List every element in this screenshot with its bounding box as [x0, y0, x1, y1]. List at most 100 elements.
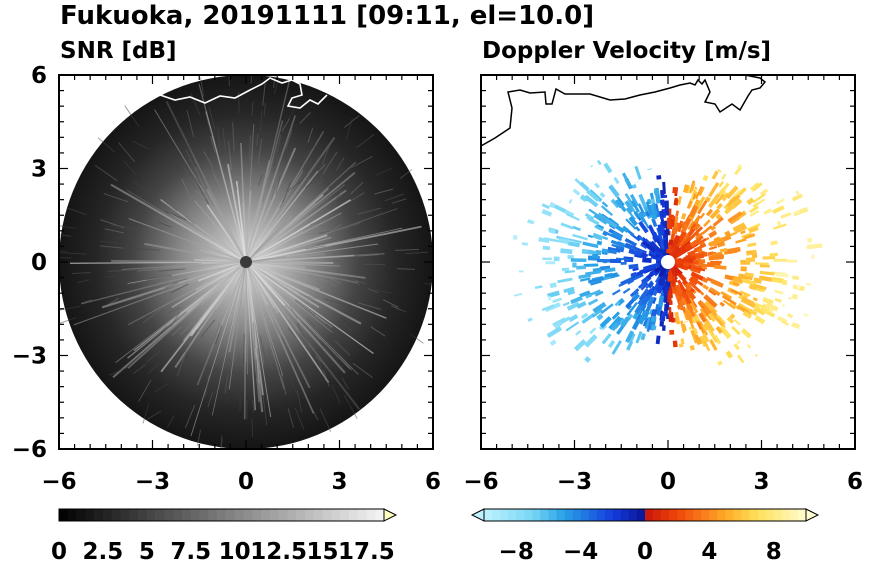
snr-speckle: [255, 359, 258, 379]
doppler-ray: [590, 289, 601, 296]
doppler-ray: [628, 263, 639, 270]
doppler-ray: [702, 332, 710, 343]
doppler-ray: [631, 313, 643, 331]
doppler-ray: [546, 326, 563, 338]
snr-speckle: [133, 364, 146, 374]
doppler-ray: [601, 333, 612, 345]
snr-speckle: [203, 151, 213, 167]
doppler-ray: [548, 228, 556, 234]
colorbar-bin: [773, 509, 783, 521]
snr-speckle: [196, 182, 210, 205]
doppler-ray: [741, 278, 757, 286]
snr-ray: [245, 234, 328, 263]
doppler-ray: [578, 273, 591, 280]
snr-speckle: [309, 178, 325, 195]
doppler-ray: [690, 275, 699, 282]
snr-speckle: [300, 331, 312, 354]
snr-rays: [59, 75, 433, 449]
snr-speckle: [340, 222, 361, 231]
doppler-ray: [688, 180, 696, 194]
doppler-ray: [590, 280, 602, 286]
snr-speckle: [340, 317, 361, 332]
snr-speckle: [289, 379, 299, 396]
doppler-ray: [752, 297, 758, 302]
doppler-ray: [786, 313, 794, 319]
colorbar-bin: [492, 509, 501, 521]
snr-speckle: [294, 407, 305, 430]
doppler-ray: [727, 211, 743, 223]
doppler-ray: [646, 299, 653, 307]
colorbar-bin: [252, 509, 262, 521]
doppler-ray: [579, 181, 590, 192]
doppler-ray: [600, 205, 614, 216]
snr-speckle: [294, 299, 316, 316]
colorbar-bin: [164, 509, 174, 521]
snr-speckle: [357, 207, 382, 215]
snr-speckle: [302, 323, 319, 338]
doppler-ray: [596, 159, 602, 166]
doppler-ray: [591, 308, 603, 318]
snr-speckle: [352, 362, 374, 379]
doppler-ray: [741, 296, 755, 304]
doppler-ray: [622, 287, 631, 294]
doppler-ray: [652, 289, 658, 296]
snr-ray: [111, 259, 247, 264]
colorbar-tick-label: 12.5: [250, 539, 307, 565]
x-tick-label: 6: [425, 469, 441, 495]
doppler-ray: [695, 231, 704, 240]
snr-panel-title: SNR [dB]: [60, 38, 177, 64]
colorbar-bin: [102, 509, 112, 521]
snr-speckle: [233, 176, 238, 190]
colorbar-bin: [296, 509, 306, 521]
doppler-plot: [481, 75, 823, 366]
doppler-ray: [659, 211, 664, 220]
snr-speckle: [308, 273, 324, 280]
snr-speckle: [170, 312, 181, 328]
snr-speckle: [357, 302, 382, 310]
doppler-ray: [562, 301, 570, 307]
snr-speckle: [373, 211, 384, 217]
snr-ray: [245, 261, 387, 319]
doppler-axis-ticks: −6 −3 0 3 6: [463, 74, 863, 495]
snr-speckle: [210, 136, 216, 153]
doppler-ray: [584, 356, 591, 363]
doppler-ray: [702, 174, 709, 182]
doppler-ray: [640, 303, 647, 312]
snr-speckle: [103, 193, 129, 203]
doppler-ray: [787, 296, 792, 300]
doppler-ray: [657, 295, 665, 307]
snr-ray: [245, 261, 301, 334]
colorbar-bin: [67, 509, 77, 521]
doppler-ray: [552, 317, 566, 327]
colorbar-tick-label: 10: [219, 539, 251, 565]
snr-speckle: [171, 326, 182, 336]
doppler-ray: [563, 286, 575, 293]
doppler-ray: [753, 305, 766, 316]
doppler-ray: [791, 193, 803, 202]
doppler-ray: [552, 297, 563, 304]
doppler-ray: [732, 278, 743, 284]
snr-speckle: [146, 410, 162, 421]
x-tick-label: −6: [41, 469, 76, 495]
snr-speckle: [287, 327, 297, 339]
snr-speckle: [261, 352, 265, 365]
snr-ray: [245, 78, 291, 263]
doppler-ray: [752, 192, 766, 204]
snr-speckle: [249, 135, 251, 161]
colorbar-bin: [269, 509, 279, 521]
colorbar-bin: [304, 509, 315, 521]
snr-speckle: [115, 295, 144, 305]
doppler-ray: [774, 289, 784, 295]
doppler-ray: [660, 315, 666, 322]
snr-speckle: [59, 317, 77, 325]
snr-speckle: [287, 408, 295, 428]
doppler-ray: [624, 193, 635, 208]
doppler-ray: [654, 275, 661, 284]
doppler-ray: [762, 256, 776, 260]
colorbar-bin: [645, 509, 654, 521]
colorbar-bin: [500, 509, 509, 521]
doppler-ray: [623, 256, 634, 260]
doppler-ray: [675, 210, 679, 217]
snr-speckle: [183, 134, 191, 151]
doppler-ray: [672, 340, 678, 348]
